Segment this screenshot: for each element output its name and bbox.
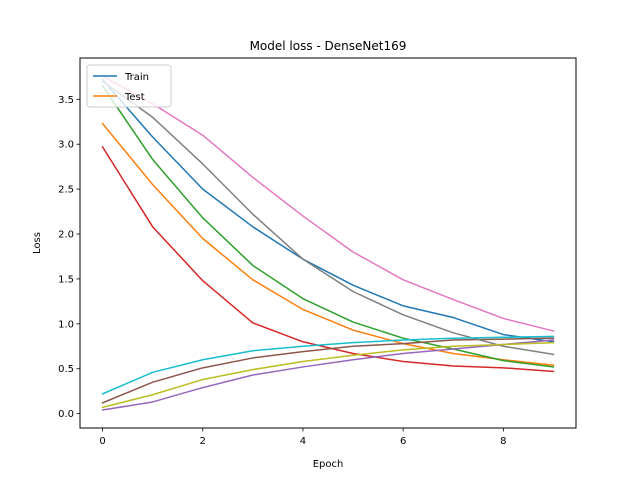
x-axis-ticks: 0 2 4 6 8: [99, 428, 507, 447]
y-axis-label: Loss: [32, 232, 43, 254]
series-line-7: [101, 74, 555, 332]
legend-label-test: Test: [124, 92, 145, 103]
x-tick-label: 6: [400, 436, 406, 447]
y-tick-label: 3.0: [58, 140, 74, 151]
y-tick-label: 0.5: [58, 364, 74, 375]
y-tick-label: 1.0: [58, 319, 74, 330]
x-tick-label: 4: [300, 436, 306, 447]
series-line-5: [101, 339, 555, 411]
series-line-4: [101, 145, 555, 373]
legend: Train Test: [86, 64, 172, 108]
series-line-1: [101, 78, 555, 343]
y-tick-label: 3.5: [58, 95, 74, 106]
legend-label-train: Train: [124, 72, 149, 83]
chart-title: Model loss - DenseNet169: [250, 39, 407, 53]
x-tick-label: 2: [200, 436, 206, 447]
x-tick-label: 0: [99, 436, 105, 447]
series-line-3: [101, 84, 555, 368]
plot-frame: [79, 57, 577, 429]
y-axis-ticks: 0.0 0.5 1.0 1.5 2.0 2.5 3.0 3.5: [58, 95, 80, 420]
y-tick-label: 1.5: [58, 274, 74, 285]
y-tick-label: 0.0: [58, 409, 74, 420]
series-line-10: [101, 335, 555, 395]
x-axis-label: Epoch: [313, 459, 344, 470]
y-tick-label: 2.0: [58, 230, 74, 241]
series-line-2: [101, 122, 555, 366]
plot-lines: [101, 74, 555, 411]
series-line-9: [101, 341, 555, 409]
series-line-8: [101, 80, 555, 356]
x-tick-label: 8: [500, 436, 506, 447]
y-tick-label: 2.5: [58, 185, 74, 196]
